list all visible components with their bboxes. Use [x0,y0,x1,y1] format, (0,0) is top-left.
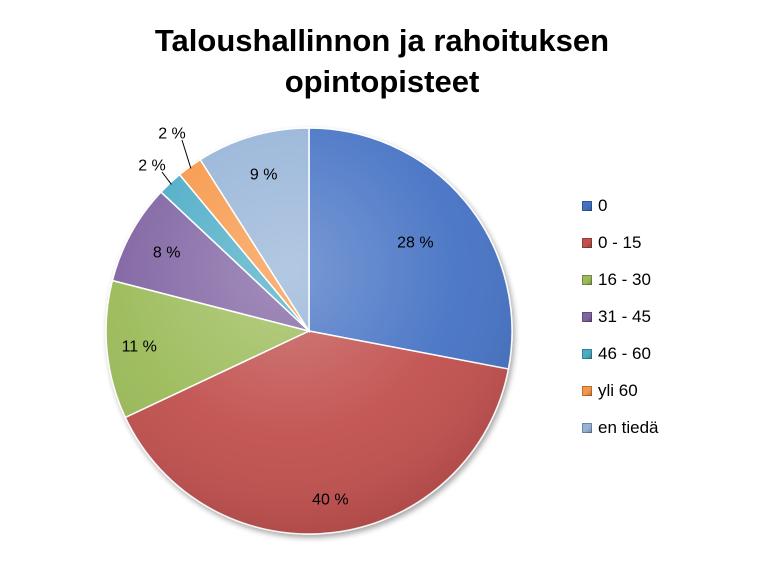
legend-label-5: yli 60 [598,380,638,400]
legend-item-6: en tiedä [582,409,659,446]
legend-item-0: 0 [582,187,659,224]
legend-swatch-2 [582,274,592,285]
legend-label-3: 31 - 45 [598,306,651,326]
legend-label-6: en tiedä [598,417,659,437]
legend-label-0: 0 [598,195,608,215]
slice-label-0: 28 % [397,235,433,252]
chart-title-line-1: Taloushallinnon ja rahoituksen [154,23,610,58]
legend-swatch-5 [582,385,592,396]
legend-swatch-3 [582,311,592,322]
legend-swatch-4 [582,348,592,359]
leader-line-4 [161,171,172,185]
slice-label-1: 40 % [312,492,348,509]
legend-item-5: yli 60 [582,372,659,409]
legend-swatch-6 [582,422,592,433]
legend-item-3: 31 - 45 [582,298,659,335]
slice-label-5: 2 % [158,126,186,143]
slice-label-3: 8 % [153,244,181,261]
legend-swatch-1 [582,237,592,248]
legend-item-2: 16 - 30 [582,261,659,298]
legend-label-4: 46 - 60 [598,343,651,363]
legend-item-1: 0 - 15 [582,224,659,261]
slice-label-2: 11 % [122,339,157,356]
legend-item-4: 46 - 60 [582,335,659,372]
slice-label-4: 2 % [138,158,166,175]
legend-swatch-0 [582,200,592,211]
leader-line-5 [181,139,192,169]
legend-label-2: 16 - 30 [598,269,651,289]
legend-label-1: 0 - 15 [598,232,642,252]
chart-title: Taloushallinnon ja rahoituksen opintopis… [0,20,764,102]
chart-title-line-2: opintopisteet [284,64,480,99]
legend: 0 0 - 15 16 - 30 31 - 45 46 - 60 yli 60 … [582,187,659,446]
slice-label-6: 9 % [250,167,278,184]
